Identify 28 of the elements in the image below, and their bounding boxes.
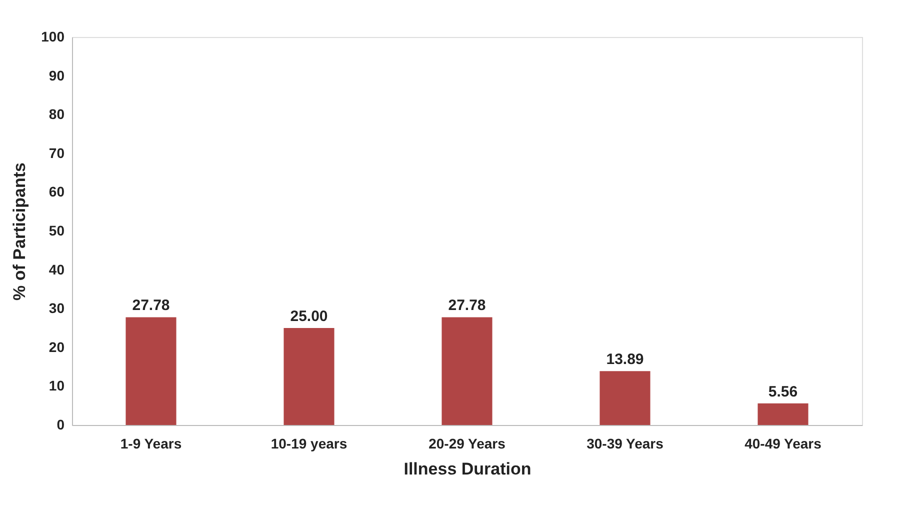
bar [600,371,650,425]
data-label: 27.78 [132,297,170,314]
y-tick-label: 40 [48,261,65,278]
data-label: 25.00 [290,308,328,325]
data-label: 5.56 [768,383,798,400]
x-tick-label: 1-9 Years [120,436,182,452]
bar [758,403,808,425]
y-tick-label: 80 [48,106,65,122]
y-tick-label: 30 [48,300,65,316]
x-tick-label: 10-19 years [270,436,348,452]
y-tick-label: 100 [41,28,65,44]
x-tick-label: 40-49 Years [744,436,822,452]
y-axis-title: % of Participants [10,162,30,300]
x-tick-label: 20-29 Years [428,436,506,452]
y-tick-label: 60 [48,184,65,200]
y-tick-label: 90 [48,67,65,84]
y-tick-label: 70 [48,144,65,161]
bar [284,328,334,425]
y-tick-label: 20 [48,338,65,355]
bar [442,317,492,425]
data-label: 27.78 [448,297,486,314]
data-label: 13.89 [606,351,644,368]
y-tick-label: 50 [48,222,65,238]
y-tick-label: 0 [56,416,65,432]
y-tick-label: 10 [48,378,65,394]
x-axis-title: Illness Duration [404,460,532,478]
bar [126,317,176,425]
x-tick-label: 30-39 Years [586,436,664,452]
